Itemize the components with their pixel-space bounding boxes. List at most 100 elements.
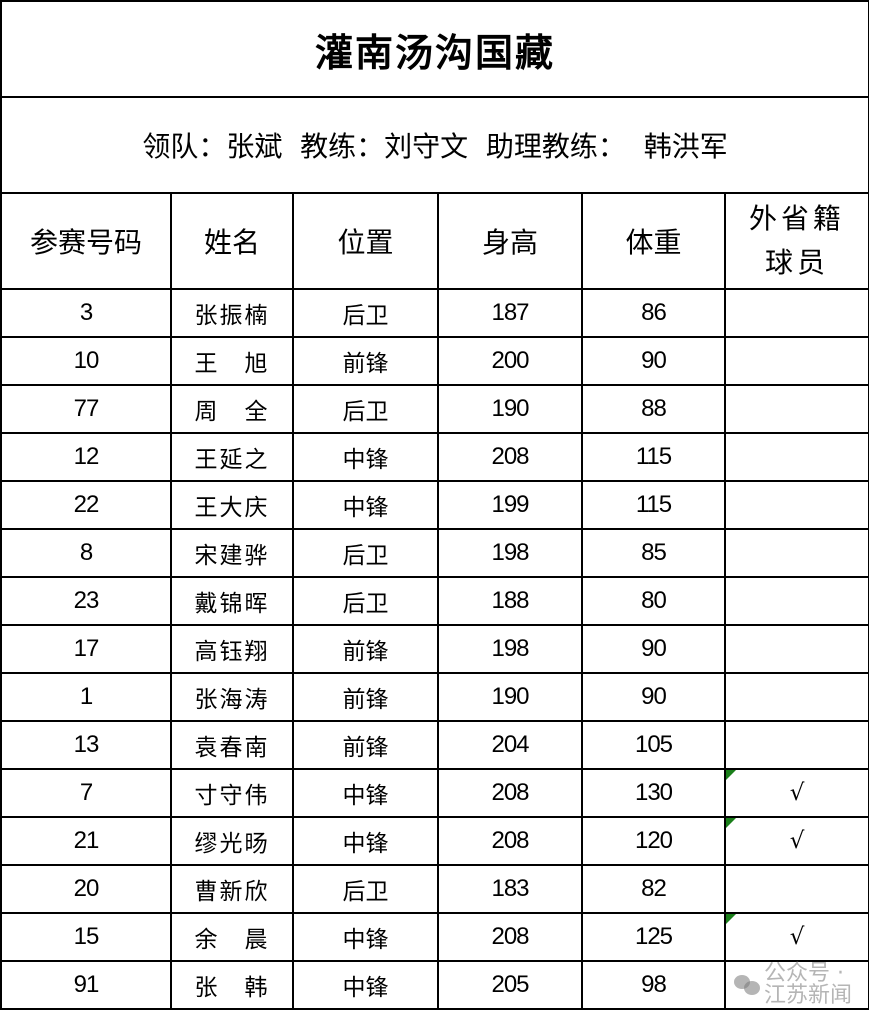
cell-number-text: 7: [79, 779, 93, 806]
cell-height-text: 187: [491, 299, 529, 326]
cell-height: 190: [437, 384, 583, 434]
cell-number: 20: [0, 864, 172, 914]
cell-number: 13: [0, 720, 172, 770]
cell-name-text: 张海涛: [194, 687, 270, 713]
cell-out-of-province: [723, 432, 869, 482]
cell-out-of-province: [723, 720, 869, 770]
cell-number-text: 17: [73, 635, 100, 662]
cell-number: 12: [0, 432, 172, 482]
comment-indicator-icon: [726, 770, 736, 780]
cell-number: 23: [0, 576, 172, 626]
cell-height-text: 190: [491, 395, 529, 422]
cell-number-text: 21: [73, 827, 100, 854]
cell-height: 208: [437, 912, 583, 962]
table-row: 23 戴锦晖 后卫 188 80: [0, 576, 869, 626]
cell-out-of-province: [723, 480, 869, 530]
table-row: 20 曹新欣 后卫 183 82: [0, 864, 869, 914]
cell-name-text: 张振楠: [194, 303, 270, 329]
cell-weight-text: 120: [634, 827, 673, 854]
cell-name-text: 王 旭: [194, 351, 270, 377]
cell-out-of-province: [723, 960, 869, 1010]
cell-position-text: 前锋: [342, 735, 389, 761]
cell-name: 张海涛: [170, 672, 294, 722]
cell-height-text: 190: [491, 683, 529, 710]
cell-position-text: 后卫: [342, 543, 389, 569]
table-row: 13 袁春南 前锋 204 105: [0, 720, 869, 770]
cell-height-text: 198: [491, 635, 529, 662]
table-row: 77 周 全 后卫 190 88: [0, 384, 869, 434]
cell-height: 199: [437, 480, 583, 530]
cell-out-of-province: [723, 672, 869, 722]
cell-weight-text: 98: [641, 971, 667, 998]
cell-position-text: 后卫: [342, 303, 389, 329]
cell-weight-text: 80: [641, 587, 667, 614]
cell-name-text: 王延之: [194, 447, 270, 473]
cell-number-text: 91: [73, 971, 100, 998]
header-out-of-province: 外省籍 球员: [723, 192, 869, 290]
cell-position-text: 前锋: [342, 351, 389, 377]
cell-out-of-province: √: [723, 912, 869, 962]
cell-position-text: 中锋: [342, 447, 389, 473]
cell-number: 1: [0, 672, 172, 722]
cell-position-text: 前锋: [342, 639, 389, 665]
table-row: 91 张 韩 中锋 205 98: [0, 960, 869, 1010]
cell-weight: 115: [581, 480, 726, 530]
cell-position: 中锋: [292, 912, 439, 962]
table-row: 8 宋建骅 后卫 198 85: [0, 528, 869, 578]
cell-position: 前锋: [292, 720, 439, 770]
cell-name-text: 周 全: [194, 399, 270, 425]
cell-out-of-province: [723, 384, 869, 434]
table-row: 1 张海涛 前锋 190 90: [0, 672, 869, 722]
cell-position: 中锋: [292, 768, 439, 818]
cell-height: 187: [437, 288, 583, 338]
header-row: 参赛号码 姓名 位置 身高 体重 外省籍 球员: [0, 192, 869, 290]
cell-position: 中锋: [292, 480, 439, 530]
cell-weight-text: 115: [635, 491, 672, 518]
cell-name: 余 晨: [170, 912, 294, 962]
cell-weight-text: 85: [641, 539, 667, 566]
cell-number-text: 10: [73, 347, 100, 374]
cell-out-of-province: √: [723, 768, 869, 818]
cell-number-text: 13: [73, 731, 100, 758]
cell-weight-text: 86: [641, 299, 667, 326]
cell-name: 周 全: [170, 384, 294, 434]
staff-line: 领队：张斌 教练：刘守文 助理教练： 韩洪军: [0, 96, 869, 194]
cell-number-text: 20: [73, 875, 100, 902]
cell-height-text: 188: [491, 587, 529, 614]
cell-number-text: 3: [79, 299, 93, 326]
cell-weight-text: 125: [634, 923, 673, 950]
cell-weight-text: 90: [641, 683, 667, 710]
cell-position: 后卫: [292, 288, 439, 338]
cell-height: 188: [437, 576, 583, 626]
cell-number: 77: [0, 384, 172, 434]
cell-weight: 88: [581, 384, 726, 434]
header-number: 参赛号码: [0, 192, 172, 290]
cell-weight-text: 90: [641, 635, 667, 662]
cell-weight: 130: [581, 768, 726, 818]
cell-out-of-province-text: √: [789, 828, 805, 854]
cell-position: 后卫: [292, 384, 439, 434]
cell-number-text: 8: [79, 539, 93, 566]
cell-weight: 115: [581, 432, 726, 482]
comment-indicator-icon: [726, 914, 736, 924]
cell-name: 王 旭: [170, 336, 294, 386]
cell-out-of-province: [723, 288, 869, 338]
cell-position-text: 中锋: [342, 831, 389, 857]
header-weight: 体重: [581, 192, 726, 290]
cell-name: 寸守伟: [170, 768, 294, 818]
table-row: 22 王大庆 中锋 199 115: [0, 480, 869, 530]
cell-position: 前锋: [292, 624, 439, 674]
table-row: 7 寸守伟 中锋 208 130 √: [0, 768, 869, 818]
cell-number: 15: [0, 912, 172, 962]
cell-weight-text: 115: [635, 443, 672, 470]
cell-name: 张振楠: [170, 288, 294, 338]
cell-weight-text: 105: [634, 731, 673, 758]
cell-out-of-province-text: √: [789, 780, 805, 806]
cell-height-text: 208: [491, 779, 529, 806]
cell-position-text: 中锋: [342, 927, 389, 953]
cell-weight: 120: [581, 816, 726, 866]
cell-name-text: 高钰翔: [194, 639, 270, 665]
cell-out-of-province: [723, 336, 869, 386]
cell-position-text: 前锋: [342, 687, 389, 713]
cell-number: 91: [0, 960, 172, 1010]
